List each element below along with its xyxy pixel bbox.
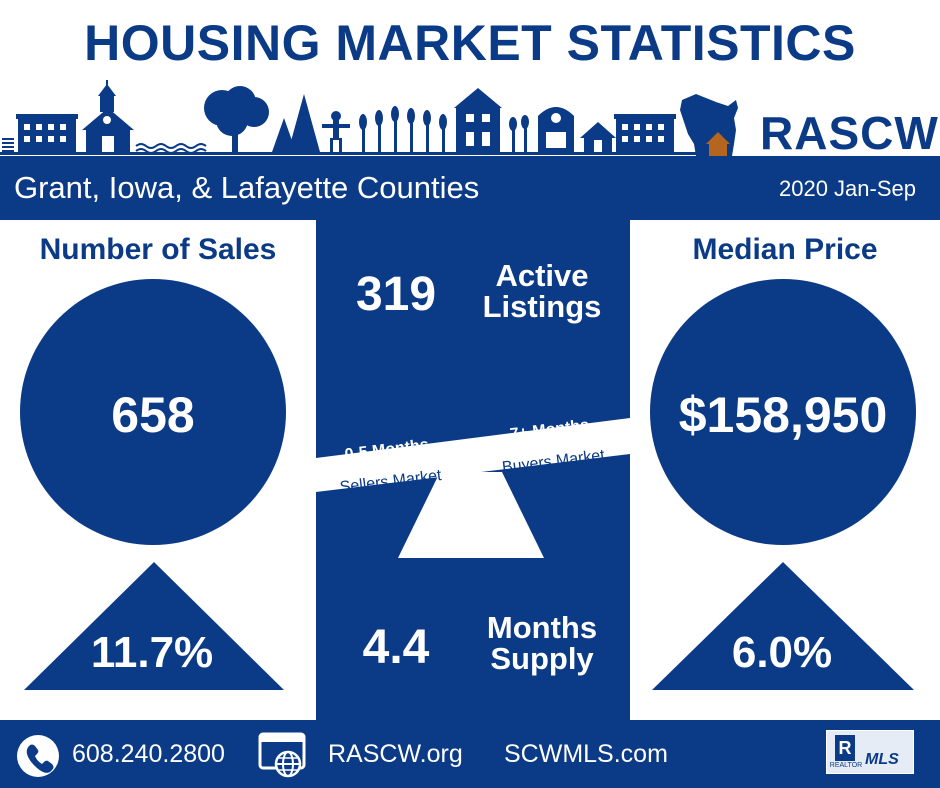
web-globe-icon	[258, 732, 306, 778]
seesaw-plank	[316, 418, 630, 492]
period-text: 2020 Jan-Sep	[779, 176, 916, 201]
town-skyline-illustration	[0, 80, 700, 155]
months-supply-value: 4.4	[362, 621, 430, 674]
active-listings-value: 319	[355, 268, 437, 321]
realtor-r-icon: R	[835, 735, 855, 761]
realtor-text: REALTOR	[829, 762, 863, 769]
footer-bar	[0, 720, 940, 788]
sales-circle	[20, 279, 286, 545]
wisconsin-house-logo-icon	[680, 94, 738, 156]
active-listings-label-line1: Active	[495, 258, 589, 293]
price-circle	[650, 279, 916, 545]
phone-icon	[17, 735, 59, 777]
sales-change-value: 11.7%	[90, 628, 214, 677]
website-scwmls-link[interactable]: SCWMLS.com	[504, 740, 668, 768]
website-rascw-link[interactable]: RASCW.org	[328, 740, 463, 768]
price-change-triangle	[652, 562, 914, 690]
mls-badge: R REALTOR MLS	[826, 730, 914, 774]
seesaw-fulcrum	[398, 472, 544, 558]
price-value: $158,950	[678, 387, 888, 443]
months-supply-label: Months Supply	[460, 612, 624, 674]
active-listings-label: Active Listings	[460, 260, 624, 322]
price-change-value: 6.0%	[731, 628, 833, 677]
sales-change-triangle	[24, 562, 284, 690]
brand-logo: RASCW	[760, 107, 939, 159]
price-heading: Median Price	[692, 233, 878, 266]
months-supply-label-line1: Months	[486, 610, 598, 645]
page-title: HOUSING MARKET STATISTICS	[84, 15, 856, 71]
mls-text: MLS	[865, 751, 899, 768]
market-seesaw-graphic: 0-5 Months Sellers Market 7+ Months Buye…	[316, 417, 630, 558]
phone-number[interactable]: 608.240.2800	[72, 740, 225, 768]
months-supply-label-line2: Supply	[490, 641, 594, 676]
sales-heading: Number of Sales	[39, 233, 277, 266]
region-text: Grant, Iowa, & Lafayette Counties	[14, 170, 480, 205]
sales-value: 658	[111, 387, 195, 443]
region-band	[0, 156, 940, 220]
active-listings-label-line2: Listings	[482, 289, 602, 324]
